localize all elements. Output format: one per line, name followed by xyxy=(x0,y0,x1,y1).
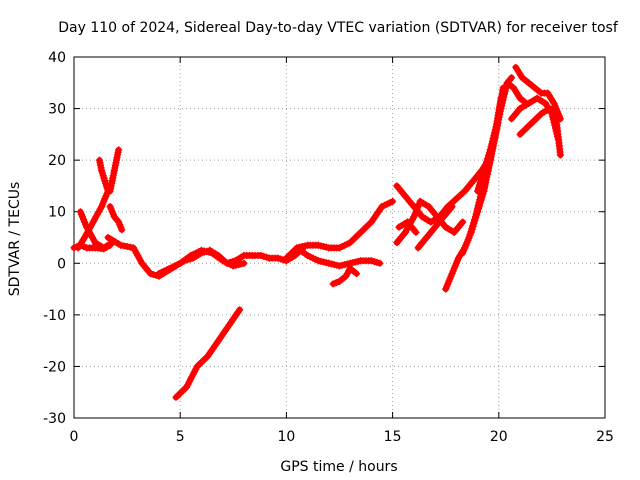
data-point-marker xyxy=(352,270,360,278)
data-point-marker xyxy=(448,203,456,211)
x-axis-label: GPS time / hours xyxy=(280,459,397,475)
data-point-marker xyxy=(508,74,516,82)
data-point-marker xyxy=(459,218,467,226)
series-arc-12 xyxy=(329,264,360,288)
data-point-marker xyxy=(376,259,384,267)
series-arc-9 xyxy=(172,306,244,401)
series-arc-16 xyxy=(414,203,456,252)
series-arc-15 xyxy=(395,218,420,236)
series-arc-6 xyxy=(106,203,126,234)
data-point-marker xyxy=(556,151,564,159)
x-tick-label: 25 xyxy=(596,429,614,445)
x-tick-label: 10 xyxy=(277,429,295,445)
y-tick-label: 40 xyxy=(48,50,66,66)
x-tick-label: 0 xyxy=(70,429,79,445)
series-arc-10 xyxy=(282,197,397,262)
data-point-marker xyxy=(389,197,397,205)
chart-title: Day 110 of 2024, Sidereal Day-to-day VTE… xyxy=(58,20,619,36)
data-point-marker xyxy=(236,306,244,314)
series-arc-22 xyxy=(516,105,564,159)
y-tick-label: -10 xyxy=(43,308,66,324)
y-tick-label: 30 xyxy=(48,102,66,118)
y-axis-label: SDTVAR / TECUs xyxy=(7,182,23,297)
series-arc-11 xyxy=(293,244,384,270)
data-point-marker xyxy=(412,228,420,236)
axis-ticks: 0 5 10 15 20 25 -30 -20 -10 0 10 20 30 40 xyxy=(43,50,614,445)
data-point-marker xyxy=(332,279,340,287)
data-point-marker xyxy=(115,146,123,154)
grid xyxy=(74,57,605,418)
data-series xyxy=(70,63,564,401)
y-tick-label: 10 xyxy=(48,205,66,221)
y-tick-label: -20 xyxy=(43,359,66,375)
y-tick-label: -30 xyxy=(43,411,66,427)
data-point-marker xyxy=(240,259,248,267)
series-arc-5 xyxy=(106,146,123,195)
series-arc-3 xyxy=(76,208,116,252)
x-tick-label: 20 xyxy=(490,429,508,445)
series-arc-8 xyxy=(155,246,248,278)
x-tick-label: 5 xyxy=(176,429,185,445)
series-arc-19 xyxy=(474,74,516,195)
plot-frame xyxy=(73,56,606,419)
data-point-marker xyxy=(329,280,337,288)
x-tick-label: 15 xyxy=(384,429,402,445)
y-tick-label: 0 xyxy=(57,256,66,272)
y-tick-label: 20 xyxy=(48,153,66,169)
data-point-marker xyxy=(118,226,126,234)
series-arc-7 xyxy=(104,234,307,280)
series-arc-20 xyxy=(512,63,564,123)
